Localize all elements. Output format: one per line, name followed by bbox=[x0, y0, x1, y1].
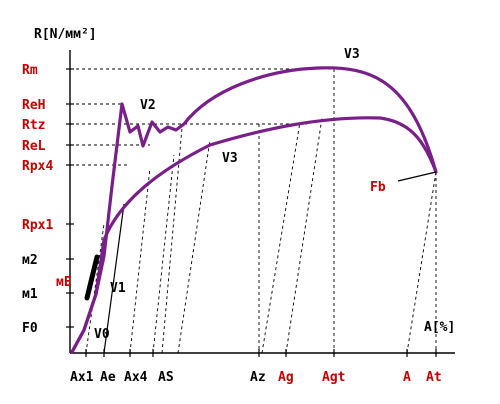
x-label-agt: Agt bbox=[322, 370, 345, 385]
annotation-fb: Fb bbox=[370, 180, 386, 195]
annotation-v3-mid: V3 bbox=[222, 151, 238, 166]
x-axis-labels: Ax1 Ae Ax4 AS Az Ag Agt A At bbox=[70, 370, 442, 385]
annotation-v3-top: V3 bbox=[344, 47, 360, 62]
x-label-ax1: Ax1 bbox=[70, 370, 94, 385]
x-label-az: Az bbox=[250, 370, 266, 385]
unloading-lines bbox=[85, 117, 437, 354]
fb-pointer bbox=[397, 171, 437, 182]
x-label-ax4: Ax4 bbox=[124, 370, 148, 385]
y-label-rm: Rm bbox=[22, 63, 38, 78]
x-label-as: AS bbox=[158, 370, 174, 385]
axes bbox=[69, 50, 455, 354]
y-label-f0: F0 bbox=[22, 321, 38, 336]
y-axis-labels: Rm ReH Rtz ReL Rpx4 Rpx1 м2 м1 F0 bbox=[22, 63, 53, 336]
annotation-v0: V0 bbox=[94, 327, 110, 342]
y-label-rpx1: Rpx1 bbox=[22, 218, 53, 233]
annotation-v1: V1 bbox=[110, 281, 126, 296]
annotation-v2: V2 bbox=[140, 98, 156, 113]
axis-ticks bbox=[66, 68, 437, 357]
elastic-modulus-segment bbox=[84, 254, 100, 301]
curve-annotations: мE V0 V1 V2 V3 V3 Fb bbox=[56, 47, 386, 342]
x-label-a: A bbox=[403, 370, 411, 385]
curve-lower-smooth bbox=[70, 116, 438, 354]
y-label-rpx4: Rpx4 bbox=[22, 159, 53, 174]
vertical-reference-lines bbox=[258, 69, 437, 353]
y-label-rtz: Rtz bbox=[22, 118, 45, 133]
x-axis-title: A[%] bbox=[424, 320, 455, 335]
x-label-at: At bbox=[426, 370, 442, 385]
y-label-m1: м1 bbox=[22, 287, 38, 302]
y-axis-title: R[N/мм²] bbox=[34, 27, 97, 42]
y-label-rel: ReL bbox=[22, 139, 46, 154]
curve-upper-with-yield bbox=[70, 66, 438, 354]
annotation-me: мE bbox=[56, 275, 72, 290]
y-label-m2: м2 bbox=[22, 253, 38, 268]
y-label-reh: ReH bbox=[22, 98, 45, 113]
horizontal-reference-lines bbox=[70, 68, 334, 166]
x-label-ag: Ag bbox=[278, 370, 294, 385]
x-label-ae: Ae bbox=[100, 370, 116, 385]
